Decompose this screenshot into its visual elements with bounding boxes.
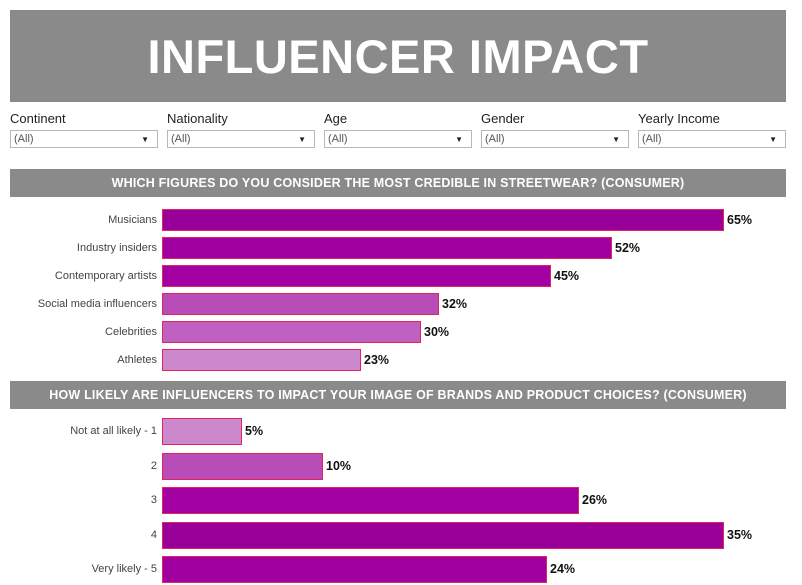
dropdown-value: (All) (171, 133, 191, 145)
bar-row: 4 35% (0, 521, 802, 549)
bar[interactable] (162, 521, 724, 549)
value-label: 65% (727, 213, 753, 227)
filter-label: Age (324, 111, 348, 126)
page-title: INFLUENCER IMPACT (147, 29, 649, 83)
value-label: 30% (424, 325, 450, 339)
bar[interactable] (162, 452, 323, 480)
filter-age: Age (All) ▼ (324, 111, 472, 148)
caret-down-icon: ▼ (455, 134, 463, 144)
category-label: Contemporary artists (54, 270, 157, 282)
caret-down-icon: ▼ (769, 134, 777, 144)
gender-dropdown[interactable]: (All) ▼ (481, 130, 629, 148)
filter-label: Yearly Income (638, 111, 720, 126)
bar-row: Athletes 23% (0, 349, 802, 371)
category-label: Musicians (108, 214, 157, 226)
bar[interactable] (162, 293, 439, 315)
bar-row: 3 26% (0, 487, 802, 514)
bar[interactable] (162, 487, 579, 514)
bar-row: Contemporary artists 45% (0, 265, 802, 287)
yearly-income-dropdown[interactable]: (All) ▼ (638, 130, 786, 148)
value-label: 45% (554, 269, 580, 283)
bar[interactable] (162, 237, 612, 259)
dropdown-value: (All) (485, 133, 505, 145)
dropdown-value: (All) (642, 133, 662, 145)
bar-row: Musicians 65% (0, 209, 802, 231)
value-label: 23% (364, 353, 390, 367)
filter-label: Gender (481, 111, 525, 126)
filter-continent: Continent (All) ▼ (10, 111, 158, 148)
bar-row: Industry insiders 52% (0, 237, 802, 259)
bar[interactable] (162, 418, 242, 445)
chart2-title: HOW LIKELY ARE INFLUENCERS TO IMPACT YOU… (10, 381, 786, 409)
value-label: 10% (326, 458, 352, 473)
value-label: 5% (245, 424, 264, 438)
age-dropdown[interactable]: (All) ▼ (324, 130, 472, 148)
bar[interactable] (162, 321, 421, 343)
value-label: 35% (727, 527, 753, 542)
bar-row: Celebrities 30% (0, 321, 802, 343)
category-label: 3 (150, 494, 157, 506)
category-label: 2 (150, 459, 157, 472)
category-label: 4 (150, 528, 157, 541)
value-label: 32% (442, 297, 468, 311)
value-label: 52% (615, 241, 641, 255)
value-label: 24% (550, 562, 576, 576)
filter-gender: Gender (All) ▼ (481, 111, 629, 148)
filter-label: Continent (10, 111, 66, 126)
category-label: Athletes (117, 354, 157, 366)
chart1-title: WHICH FIGURES DO YOU CONSIDER THE MOST C… (10, 169, 786, 197)
filter-label: Nationality (167, 111, 228, 126)
bar[interactable] (162, 265, 551, 287)
filter-nationality: Nationality (All) ▼ (167, 111, 315, 148)
caret-down-icon: ▼ (612, 134, 620, 144)
category-label: Very likely - 5 (91, 563, 157, 575)
dropdown-value: (All) (14, 133, 34, 145)
caret-down-icon: ▼ (141, 134, 149, 144)
value-label: 26% (582, 493, 608, 507)
category-label: Social media influencers (37, 298, 157, 310)
category-label: Celebrities (105, 326, 157, 338)
caret-down-icon: ▼ (298, 134, 306, 144)
continent-dropdown[interactable]: (All) ▼ (10, 130, 158, 148)
bar-row: Social media influencers 32% (0, 293, 802, 315)
category-label: Not at all likely - 1 (70, 425, 157, 437)
bar[interactable] (162, 556, 547, 583)
category-label: Industry insiders (76, 242, 157, 254)
header-banner: INFLUENCER IMPACT (10, 10, 786, 102)
filter-yearly-income: Yearly Income (All) ▼ (638, 111, 786, 148)
bar-row: 2 10% (0, 452, 802, 480)
nationality-dropdown[interactable]: (All) ▼ (167, 130, 315, 148)
bar[interactable] (162, 349, 361, 371)
bar[interactable] (162, 209, 724, 231)
bar-row: Very likely - 5 24% (0, 556, 802, 583)
dropdown-value: (All) (328, 133, 348, 145)
bar-row: Not at all likely - 1 5% (0, 418, 802, 445)
